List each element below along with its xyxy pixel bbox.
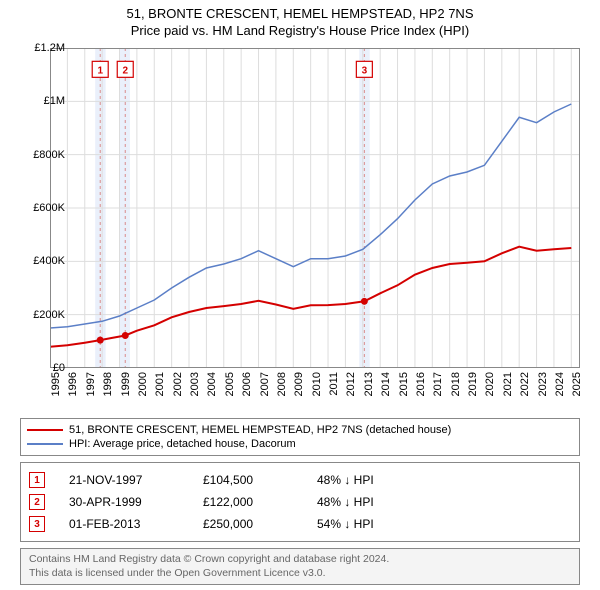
x-tick-label: 1995 bbox=[50, 372, 62, 412]
sale-hpi: 48% ↓ HPI bbox=[317, 495, 417, 509]
x-tick-label: 2014 bbox=[380, 372, 392, 412]
x-tick-label: 1996 bbox=[67, 372, 79, 412]
sale-marker: 1 bbox=[29, 472, 45, 488]
sale-marker: 3 bbox=[29, 516, 45, 532]
legend-label: 51, BRONTE CRESCENT, HEMEL HEMPSTEAD, HP… bbox=[69, 424, 451, 436]
sale-date: 21-NOV-1997 bbox=[69, 473, 179, 487]
sale-price: £250,000 bbox=[203, 517, 293, 531]
sale-price: £122,000 bbox=[203, 495, 293, 509]
sale-date: 30-APR-1999 bbox=[69, 495, 179, 509]
x-tick-label: 2011 bbox=[328, 372, 340, 412]
title-line-1: 51, BRONTE CRESCENT, HEMEL HEMPSTEAD, HP… bbox=[0, 6, 600, 23]
x-tick-label: 2001 bbox=[154, 372, 166, 412]
title-line-2: Price paid vs. HM Land Registry's House … bbox=[0, 23, 600, 40]
x-tick-label: 2025 bbox=[571, 372, 583, 412]
x-tick-label: 2000 bbox=[137, 372, 149, 412]
y-tick-label: £600K bbox=[21, 202, 65, 214]
y-tick-label: £800K bbox=[21, 149, 65, 161]
x-tick-label: 2004 bbox=[206, 372, 218, 412]
x-tick-label: 2010 bbox=[311, 372, 323, 412]
footer-line-2: This data is licensed under the Open Gov… bbox=[29, 567, 571, 581]
y-tick-label: £1.2M bbox=[21, 42, 65, 54]
sales-table: 1 21-NOV-1997 £104,500 48% ↓ HPI 2 30-APR-199… bbox=[20, 462, 580, 542]
x-tick-label: 2015 bbox=[398, 372, 410, 412]
x-tick-label: 2007 bbox=[259, 372, 271, 412]
chart-svg: 1 2 3 bbox=[50, 48, 580, 368]
footer-line-1: Contains HM Land Registry data © Crown c… bbox=[29, 553, 571, 567]
x-tick-label: 1999 bbox=[120, 372, 132, 412]
y-tick-label: £1M bbox=[21, 95, 65, 107]
x-tick-label: 2020 bbox=[484, 372, 496, 412]
chart-container: 51, BRONTE CRESCENT, HEMEL HEMPSTEAD, HP… bbox=[0, 0, 600, 590]
x-tick-label: 1998 bbox=[102, 372, 114, 412]
x-tick-label: 2006 bbox=[241, 372, 253, 412]
x-tick-label: 2013 bbox=[363, 372, 375, 412]
x-tick-label: 1997 bbox=[85, 372, 97, 412]
sale-hpi: 54% ↓ HPI bbox=[317, 517, 417, 531]
y-tick-label: £200K bbox=[21, 309, 65, 321]
legend-swatch bbox=[27, 429, 63, 431]
x-tick-label: 2003 bbox=[189, 372, 201, 412]
x-tick-label: 2018 bbox=[450, 372, 462, 412]
legend-item: HPI: Average price, detached house, Daco… bbox=[27, 437, 573, 451]
y-tick-label: £400K bbox=[21, 255, 65, 267]
x-tick-label: 2023 bbox=[537, 372, 549, 412]
sale-row: 1 21-NOV-1997 £104,500 48% ↓ HPI bbox=[29, 469, 571, 491]
legend: 51, BRONTE CRESCENT, HEMEL HEMPSTEAD, HP… bbox=[20, 418, 580, 456]
x-tick-label: 2017 bbox=[432, 372, 444, 412]
x-tick-label: 2024 bbox=[554, 372, 566, 412]
footer-note: Contains HM Land Registry data © Crown c… bbox=[20, 548, 580, 585]
legend-label: HPI: Average price, detached house, Daco… bbox=[69, 438, 296, 450]
x-tick-label: 2021 bbox=[502, 372, 514, 412]
legend-item: 51, BRONTE CRESCENT, HEMEL HEMPSTEAD, HP… bbox=[27, 423, 573, 437]
x-tick-label: 2012 bbox=[345, 372, 357, 412]
sale-marker: 2 bbox=[29, 494, 45, 510]
chart-title: 51, BRONTE CRESCENT, HEMEL HEMPSTEAD, HP… bbox=[0, 0, 600, 40]
x-tick-label: 2002 bbox=[172, 372, 184, 412]
x-tick-label: 2005 bbox=[224, 372, 236, 412]
chart-plot-area: 1 2 3 bbox=[50, 48, 580, 368]
x-tick-label: 2009 bbox=[293, 372, 305, 412]
sale-date: 01-FEB-2013 bbox=[69, 517, 179, 531]
svg-text:2: 2 bbox=[122, 65, 128, 76]
x-tick-label: 2022 bbox=[519, 372, 531, 412]
x-tick-label: 2016 bbox=[415, 372, 427, 412]
sale-row: 3 01-FEB-2013 £250,000 54% ↓ HPI bbox=[29, 513, 571, 535]
x-tick-label: 2008 bbox=[276, 372, 288, 412]
svg-text:1: 1 bbox=[97, 65, 103, 76]
svg-text:3: 3 bbox=[362, 65, 368, 76]
sale-hpi: 48% ↓ HPI bbox=[317, 473, 417, 487]
x-tick-label: 2019 bbox=[467, 372, 479, 412]
legend-swatch bbox=[27, 443, 63, 445]
sale-row: 2 30-APR-1999 £122,000 48% ↓ HPI bbox=[29, 491, 571, 513]
sale-price: £104,500 bbox=[203, 473, 293, 487]
